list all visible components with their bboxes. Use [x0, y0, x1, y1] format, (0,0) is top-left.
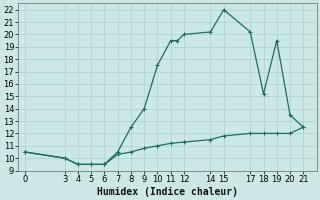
X-axis label: Humidex (Indice chaleur): Humidex (Indice chaleur)	[97, 186, 238, 197]
